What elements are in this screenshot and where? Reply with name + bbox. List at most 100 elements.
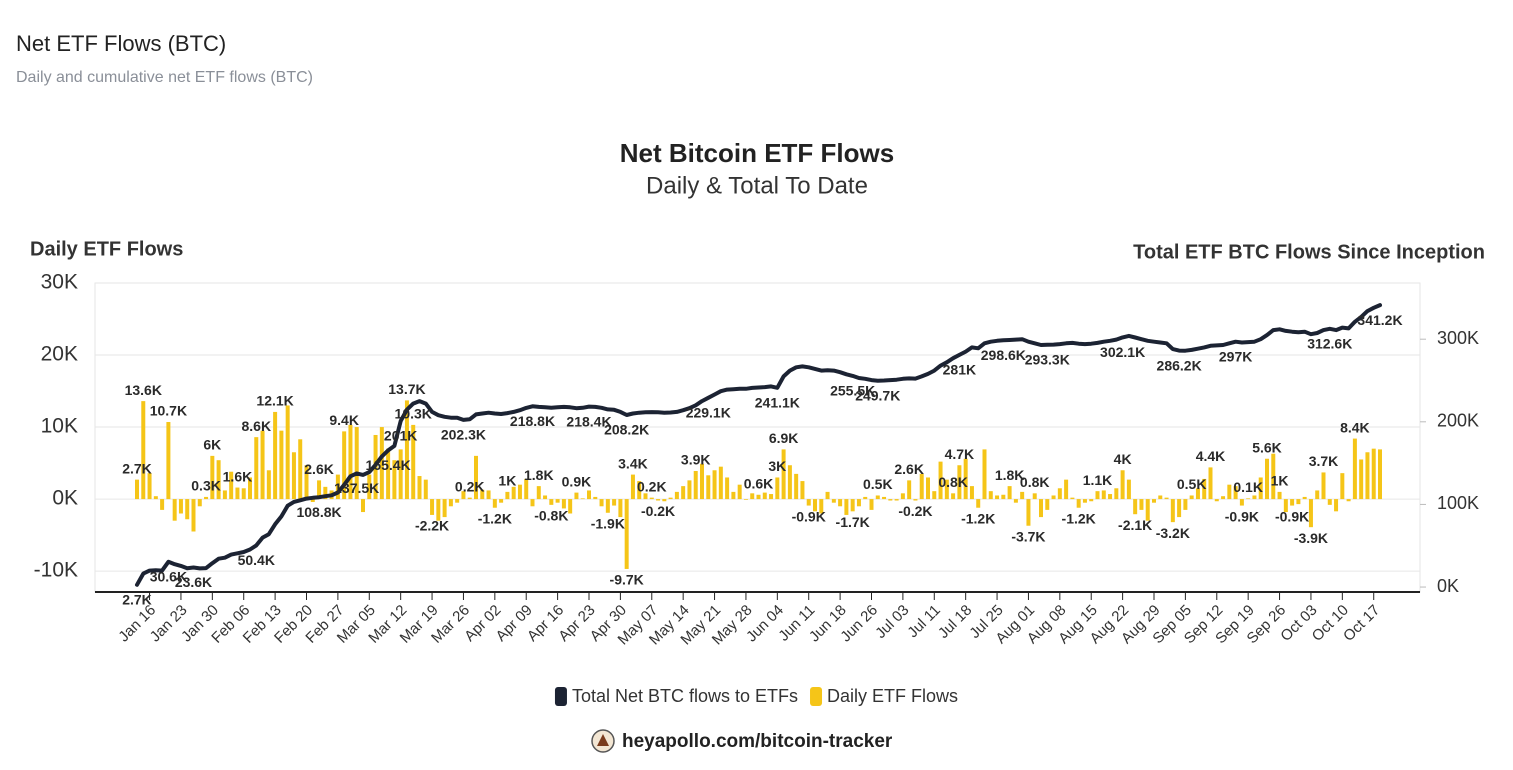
bar	[825, 491, 830, 500]
bar	[674, 491, 679, 500]
bar	[335, 474, 340, 500]
bar	[1051, 495, 1056, 500]
bar	[147, 473, 152, 500]
bar	[856, 499, 861, 507]
bar	[1283, 499, 1288, 513]
bar	[1026, 499, 1031, 526]
bar	[1227, 484, 1232, 500]
bar	[643, 493, 648, 500]
bar	[976, 499, 981, 508]
bar	[398, 449, 403, 500]
footer-source[interactable]: heyapollo.com/bitcoin-tracker	[622, 731, 893, 752]
bar	[1321, 472, 1326, 500]
bar	[442, 499, 447, 518]
bar	[1208, 467, 1213, 500]
legend-item[interactable]: Total Net BTC flows to ETFs	[554, 686, 798, 706]
bar	[624, 499, 629, 569]
bar	[693, 470, 698, 500]
data-label: -0.2K	[641, 503, 675, 519]
bar	[486, 490, 491, 500]
bar	[593, 496, 598, 500]
bar	[662, 499, 667, 502]
data-label: 281K	[943, 362, 976, 378]
data-label: 6.9K	[769, 430, 799, 446]
data-label: 298.6K	[981, 347, 1026, 363]
data-label: 0.2K	[455, 478, 485, 494]
y-tick-label: 30K	[41, 271, 78, 294]
bar	[241, 488, 246, 500]
bar	[599, 499, 604, 507]
bar	[1013, 499, 1018, 503]
bar	[1114, 488, 1119, 500]
bar	[1195, 488, 1200, 500]
bar	[323, 486, 328, 500]
bar	[938, 461, 943, 500]
bar	[919, 473, 924, 500]
bar	[844, 499, 849, 515]
data-label: 10.7K	[150, 403, 187, 419]
bar	[1164, 497, 1169, 500]
bar	[499, 499, 504, 503]
bar	[712, 470, 717, 500]
bar	[1365, 452, 1370, 500]
bar	[141, 401, 146, 500]
bar	[668, 497, 673, 500]
data-label: 3.7K	[1309, 453, 1339, 469]
chart-title: Net Bitcoin ETF Flows	[620, 138, 894, 168]
data-label: -0.8K	[534, 508, 568, 524]
bar	[254, 437, 259, 500]
bar	[1214, 499, 1219, 502]
bar	[1064, 479, 1069, 500]
data-label: -1.2K	[961, 510, 995, 526]
bar	[543, 495, 548, 500]
data-label: 2.6K	[894, 461, 924, 477]
bar	[995, 495, 1000, 500]
bar	[1327, 499, 1332, 505]
bar	[1183, 499, 1188, 510]
bar	[1221, 496, 1226, 500]
page-subtitle: Daily and cumulative net ETF flows (BTC)	[16, 69, 313, 86]
bar	[1076, 499, 1081, 508]
x-tick-label: Oct 17	[1340, 602, 1383, 645]
bar	[248, 477, 252, 500]
bar	[1057, 488, 1062, 500]
legend-item[interactable]: Daily ETF Flows	[810, 686, 958, 706]
bar	[1133, 499, 1138, 515]
data-label: 13.6K	[125, 382, 162, 398]
bar	[587, 490, 591, 500]
bar	[926, 477, 930, 500]
bar	[687, 480, 692, 500]
footer: heyapollo.com/bitcoin-tracker	[591, 729, 893, 753]
bar	[549, 499, 554, 505]
bar	[1359, 459, 1364, 500]
bar	[630, 474, 635, 500]
data-label: 0.8K	[1020, 474, 1050, 490]
bar	[417, 476, 422, 500]
bar	[907, 480, 912, 500]
bar	[448, 499, 453, 507]
bar	[1089, 499, 1094, 502]
bar	[492, 499, 497, 508]
bar	[838, 499, 843, 507]
bar	[612, 499, 617, 506]
bar	[1371, 448, 1376, 500]
bar	[1252, 495, 1257, 500]
data-label: 201K	[384, 428, 417, 444]
data-label: 23.6K	[175, 574, 212, 590]
bar	[756, 494, 761, 500]
data-label: 1K	[1271, 473, 1289, 489]
bar	[1039, 499, 1043, 518]
bar	[1070, 497, 1075, 500]
bar	[1170, 499, 1175, 523]
data-label: -2.2K	[415, 518, 449, 534]
bar	[787, 465, 792, 500]
data-label: 2.7K	[122, 592, 152, 608]
bar	[580, 498, 585, 500]
bar	[404, 400, 409, 500]
bar	[436, 499, 441, 521]
bar	[160, 499, 165, 510]
y2-tick-label: 200K	[1437, 411, 1479, 431]
bar	[1352, 438, 1357, 500]
bar	[649, 497, 654, 500]
data-label: 241.1K	[755, 395, 800, 411]
